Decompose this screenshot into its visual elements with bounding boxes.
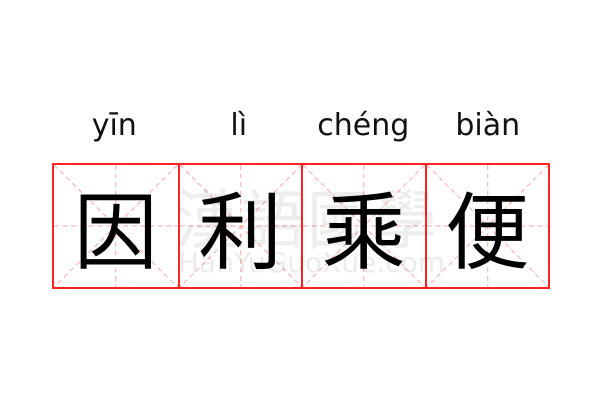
guide-lines [303, 165, 425, 287]
pinyin-3: chéng [317, 108, 410, 143]
character-grid: 因 利 乘 便 [52, 163, 550, 289]
pinyin-2: lì [230, 108, 248, 143]
pinyin-1: yīn [91, 108, 137, 143]
guide-lines [54, 165, 178, 287]
character-cell: 利 [177, 165, 301, 287]
character-cell: 因 [54, 165, 178, 287]
pinyin-4: biàn [455, 108, 521, 143]
character-cell: 乘 [301, 165, 425, 287]
character: 乘 [321, 183, 406, 282]
character-cell: 便 [424, 165, 548, 287]
character: 利 [198, 183, 283, 282]
pinyin-row: yīn lì chéng biàn [52, 108, 550, 143]
character: 因 [73, 183, 158, 282]
guide-lines [179, 165, 301, 287]
character: 便 [445, 183, 530, 282]
guide-lines [426, 165, 548, 287]
